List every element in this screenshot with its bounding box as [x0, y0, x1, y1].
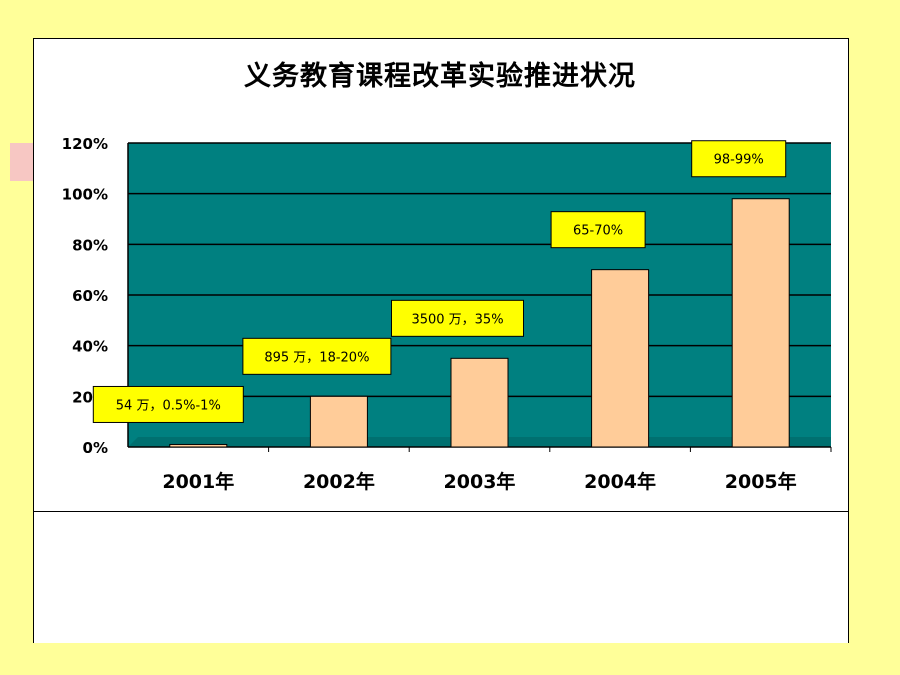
x-tick-label: 2002年 [303, 470, 375, 493]
data-label: 895 万，18-20% [264, 350, 369, 365]
data-label: 3500 万，35% [411, 312, 503, 327]
bar [450, 357, 509, 448]
y-tick-label: 100% [62, 186, 108, 204]
data-label-box [391, 299, 524, 337]
y-tick-label: 80% [72, 236, 108, 254]
y-tick-label: 60% [72, 287, 108, 305]
bar [591, 269, 650, 448]
data-label: 65-70% [573, 224, 623, 239]
data-label-box [242, 337, 392, 375]
data-label-box [691, 140, 787, 178]
y-tick-label: 120% [62, 135, 108, 153]
data-label-box [92, 385, 244, 423]
data-label: 54 万，0.5%-1% [116, 398, 221, 413]
y-tick-label: 0% [83, 439, 108, 457]
panel-divider [33, 511, 849, 512]
x-tick-label: 2003年 [444, 470, 516, 493]
bar [731, 198, 790, 448]
chart-title: 义务教育课程改革实验推进状况 [244, 61, 636, 92]
bar [169, 443, 228, 448]
bar [309, 395, 368, 448]
data-label-box [550, 211, 646, 249]
data-label: 98-99% [714, 153, 764, 168]
x-tick-label: 2004年 [584, 470, 656, 493]
x-tick-label: 2001年 [162, 470, 234, 493]
y-tick-label: 40% [72, 338, 108, 356]
x-tick-label: 2005年 [725, 470, 797, 493]
